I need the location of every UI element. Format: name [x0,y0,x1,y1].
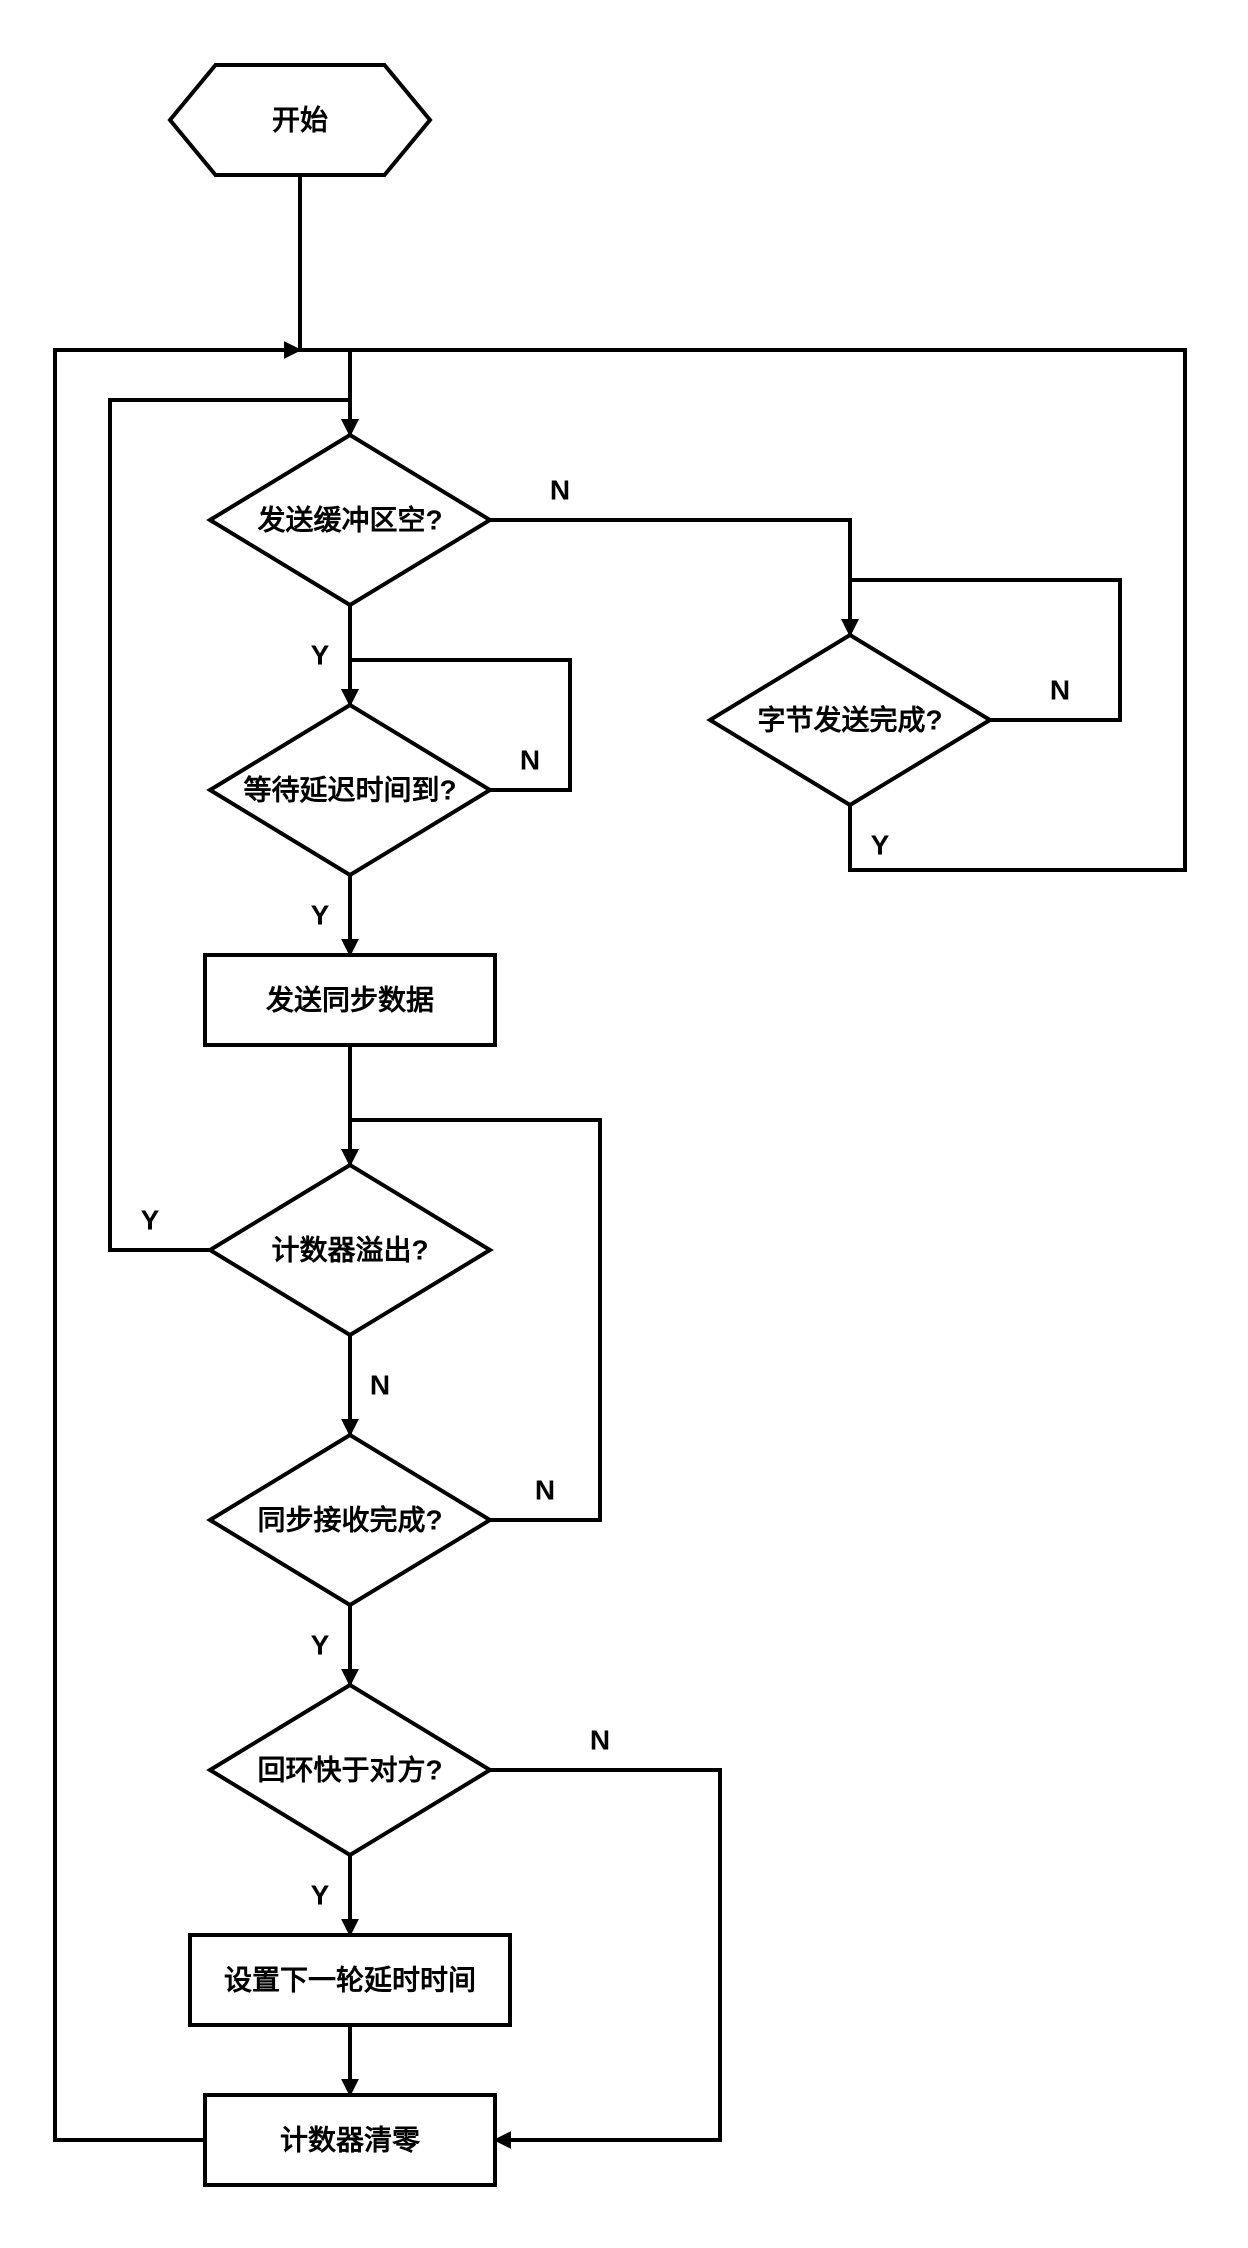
node-label: 发送缓冲区空? [256,504,442,536]
node-p_delay: 设置下一轮延时时间 [190,1935,510,2025]
edge-label: N [535,1475,555,1506]
node-label: 等待延迟时间到? [243,774,456,806]
edges-group: Y N N Y N Y Y N N Y Y N [55,175,1185,2140]
edge-label: N [1050,675,1070,706]
node-label: 同步接收完成? [257,1504,442,1536]
edge-label: Y [311,1880,330,1911]
edge [490,520,850,635]
edge-label: N [370,1370,390,1401]
edge-label: Y [871,830,890,861]
node-d_byte: 字节发送完成? [710,635,990,805]
node-label: 回环快于对方? [257,1754,442,1786]
flowchart-canvas: Y N N Y N Y Y N N Y Y N 开始发送缓冲区空? 字节发送完成? 等待延迟时间到? 发送同步… [0,0,1248,2248]
edge-label: N [590,1725,610,1756]
node-d_sync: 同步接收完成? [210,1435,490,1605]
node-label: 计数器清零 [280,2125,421,2156]
edge-label: Y [311,640,330,671]
node-d_fast: 回环快于对方? [210,1685,490,1855]
node-label: 字节发送完成? [757,704,942,736]
edge-label: Y [311,900,330,931]
node-p_send: 发送同步数据 [205,955,495,1045]
edge-label: Y [311,1630,330,1661]
node-d_delay: 等待延迟时间到? [210,705,490,875]
node-label: 计数器溢出? [271,1235,428,1266]
node-label: 设置下一轮延时时间 [224,1965,476,1996]
nodes-group: 开始发送缓冲区空? 字节发送完成? 等待延迟时间到? 发送同步数据计数器溢出? 同步接收… [170,65,990,2185]
node-p_clear: 计数器清零 [205,2095,495,2185]
node-d_ovf: 计数器溢出? [210,1165,490,1335]
node-label: 开始 [272,105,328,136]
node-start: 开始 [170,65,430,175]
edge-label: N [520,745,540,776]
edge-label: Y [141,1205,160,1236]
edge [490,1770,720,2140]
node-d_buf: 发送缓冲区空? [210,435,490,605]
edge-label: N [550,475,570,506]
node-label: 发送同步数据 [265,984,434,1016]
edge [300,175,350,435]
